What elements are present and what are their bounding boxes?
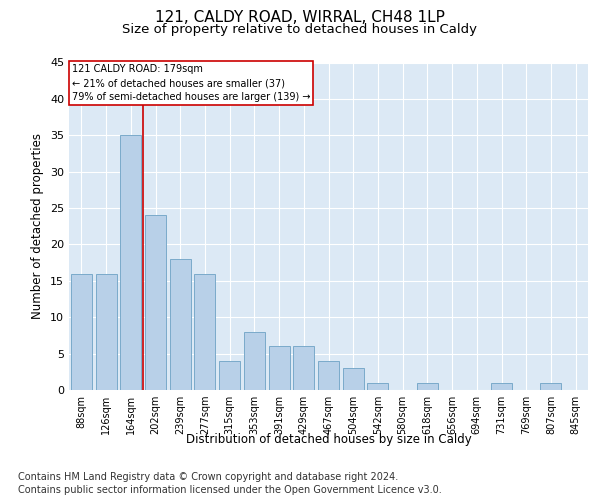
Bar bbox=[120, 136, 141, 390]
Bar bbox=[367, 382, 388, 390]
Text: Contains public sector information licensed under the Open Government Licence v3: Contains public sector information licen… bbox=[18, 485, 442, 495]
Bar bbox=[417, 382, 438, 390]
Bar bbox=[145, 216, 166, 390]
Bar bbox=[541, 382, 562, 390]
Bar bbox=[318, 361, 339, 390]
Text: Contains HM Land Registry data © Crown copyright and database right 2024.: Contains HM Land Registry data © Crown c… bbox=[18, 472, 398, 482]
Bar bbox=[194, 274, 215, 390]
Bar bbox=[244, 332, 265, 390]
Bar bbox=[293, 346, 314, 390]
Bar bbox=[219, 361, 240, 390]
Bar bbox=[269, 346, 290, 390]
Bar bbox=[343, 368, 364, 390]
Text: 121 CALDY ROAD: 179sqm
← 21% of detached houses are smaller (37)
79% of semi-det: 121 CALDY ROAD: 179sqm ← 21% of detached… bbox=[71, 64, 310, 102]
Bar bbox=[170, 259, 191, 390]
Y-axis label: Number of detached properties: Number of detached properties bbox=[31, 133, 44, 320]
Bar bbox=[95, 274, 116, 390]
Bar bbox=[71, 274, 92, 390]
Text: 121, CALDY ROAD, WIRRAL, CH48 1LP: 121, CALDY ROAD, WIRRAL, CH48 1LP bbox=[155, 10, 445, 25]
Text: Distribution of detached houses by size in Caldy: Distribution of detached houses by size … bbox=[186, 432, 472, 446]
Text: Size of property relative to detached houses in Caldy: Size of property relative to detached ho… bbox=[122, 22, 478, 36]
Bar bbox=[491, 382, 512, 390]
